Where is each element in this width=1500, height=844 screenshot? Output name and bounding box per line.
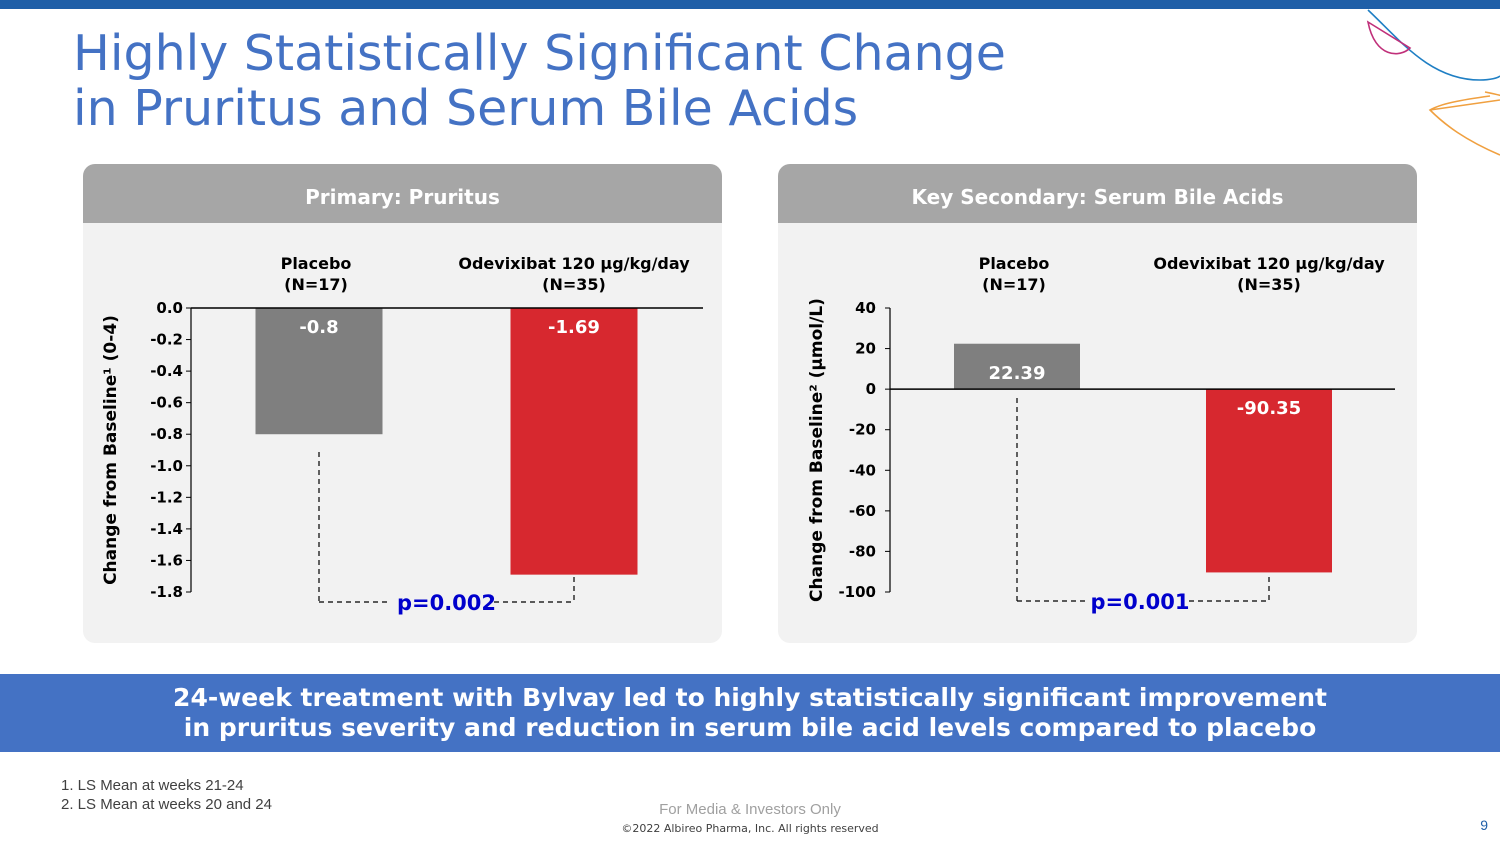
category-label: Placebo bbox=[979, 254, 1050, 273]
bar-value-label: 22.39 bbox=[989, 363, 1046, 384]
footnote-1: 1. LS Mean at weeks 21-24 bbox=[61, 777, 244, 794]
top-accent-bar bbox=[0, 0, 1500, 9]
y-tick-label: -0.6 bbox=[150, 394, 183, 412]
y-tick-label: -40 bbox=[849, 461, 876, 479]
y-tick-label: -0.4 bbox=[150, 362, 183, 380]
y-tick-label: 0.0 bbox=[156, 299, 183, 317]
copyright-notice: ©2022 Albireo Pharma, Inc. All rights re… bbox=[621, 822, 879, 835]
p-value-label: p=0.001 bbox=[1090, 590, 1189, 614]
y-tick-label: -1.6 bbox=[150, 551, 183, 569]
bar-value-label: -90.35 bbox=[1237, 398, 1301, 419]
category-n-label: (N=35) bbox=[542, 275, 606, 294]
media-disclaimer: For Media & Investors Only bbox=[659, 801, 841, 818]
pruritus-bar-chart: -0.8 Placebo (N=17) -1.69 Odevixibat 120 µg/… bbox=[101, 254, 703, 615]
y-tick-label: -1.4 bbox=[150, 520, 183, 538]
category-label: Placebo bbox=[281, 254, 352, 273]
y-tick-label: 40 bbox=[855, 299, 876, 317]
y-tick-label: -60 bbox=[849, 502, 876, 520]
pruritus-panel-header: Primary: Pruritus bbox=[83, 164, 722, 223]
category-n-label: (N=17) bbox=[982, 275, 1046, 294]
bar-odevixibat bbox=[510, 308, 638, 575]
y-tick-label: -0.8 bbox=[150, 425, 183, 443]
y-tick-label: -1.8 bbox=[150, 583, 183, 601]
bar-odevixibat bbox=[1206, 389, 1332, 573]
bar-value-label: -1.69 bbox=[548, 317, 600, 338]
footnotes: 1. LS Mean at weeks 21-24 2. LS Mean at … bbox=[61, 776, 272, 814]
banner-line-1: 24-week treatment with Bylvay led to hig… bbox=[173, 683, 1327, 712]
category-label: Odevixibat 120 µg/kg/day bbox=[458, 254, 690, 273]
conclusion-banner: 24-week treatment with Bylvay led to hig… bbox=[0, 674, 1500, 752]
pruritus-chart-panel: Primary: Pruritus -0.8 Placebo (N=17) -1.69… bbox=[83, 164, 722, 643]
bile-acids-panel-header: Key Secondary: Serum Bile Acids bbox=[778, 164, 1417, 223]
bar-placebo bbox=[954, 343, 1080, 390]
bile-acids-chart-panel: Key Secondary: Serum Bile Acids 22.39 Pla… bbox=[778, 164, 1417, 643]
banner-line-2: in pruritus severity and reduction in se… bbox=[183, 713, 1317, 742]
footnote-2: 2. LS Mean at weeks 20 and 24 bbox=[61, 796, 272, 813]
y-tick-label: -1.0 bbox=[150, 457, 183, 475]
y-tick-label: -1.2 bbox=[150, 488, 183, 506]
y-axis-title: Change from Baseline² (µmol/L) bbox=[807, 298, 827, 602]
slide-title: Highly Statistically Significant Change … bbox=[73, 26, 1006, 136]
y-axis-title: Change from Baseline¹ (0-4) bbox=[101, 315, 121, 585]
category-n-label: (N=17) bbox=[284, 275, 348, 294]
p-value-label: p=0.002 bbox=[397, 591, 496, 615]
y-tick-label: -80 bbox=[849, 542, 876, 560]
title-line-1: Highly Statistically Significant Change bbox=[73, 25, 1006, 82]
page-number: 9 bbox=[1480, 817, 1488, 833]
y-tick-label: -20 bbox=[849, 421, 876, 439]
title-line-2: in Pruritus and Serum Bile Acids bbox=[73, 80, 859, 137]
category-label: Odevixibat 120 µg/kg/day bbox=[1153, 254, 1385, 273]
bar-value-label: -0.8 bbox=[299, 317, 338, 338]
y-tick-label: 0 bbox=[866, 380, 876, 398]
y-tick-label: 20 bbox=[855, 340, 876, 358]
y-tick-label: -100 bbox=[838, 583, 876, 601]
bile-acids-bar-chart: 22.39 Placebo (N=17) -90.35 Odevixibat 120 µ… bbox=[807, 254, 1395, 614]
decorative-swoosh-graphic bbox=[1366, 9, 1500, 156]
y-tick-label: -0.2 bbox=[150, 331, 183, 349]
bar-placebo bbox=[255, 308, 383, 435]
category-n-label: (N=35) bbox=[1237, 275, 1301, 294]
